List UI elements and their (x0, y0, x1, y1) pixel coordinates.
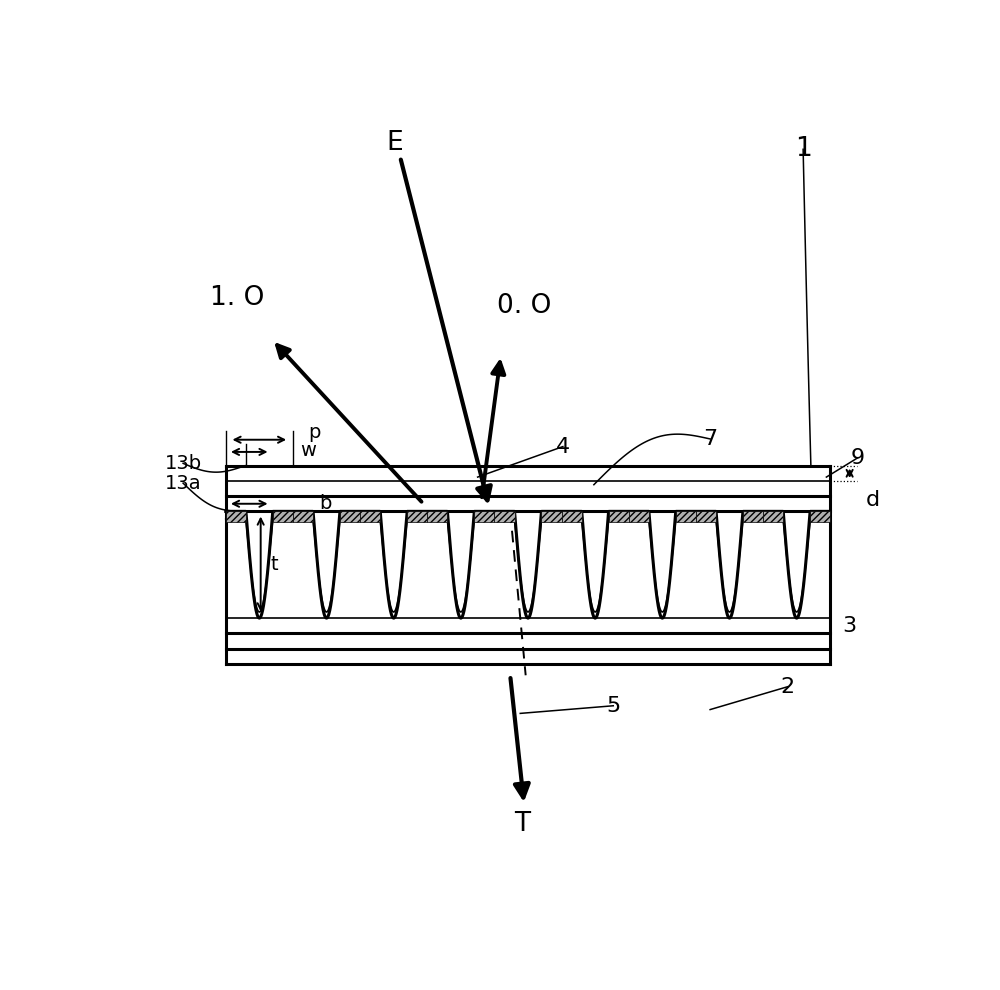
Polygon shape (360, 512, 380, 522)
Polygon shape (810, 512, 830, 522)
Text: p: p (309, 424, 321, 443)
Text: t: t (271, 555, 278, 574)
Text: 4: 4 (556, 437, 570, 456)
Polygon shape (629, 512, 649, 522)
Polygon shape (494, 512, 515, 522)
Text: b: b (319, 494, 331, 513)
Text: E: E (386, 131, 403, 156)
Text: 9: 9 (850, 448, 864, 468)
Text: d: d (866, 490, 880, 510)
Text: 3: 3 (843, 616, 857, 636)
Polygon shape (743, 512, 763, 522)
Polygon shape (474, 512, 494, 522)
Text: 13a: 13a (165, 473, 201, 493)
Polygon shape (407, 512, 427, 522)
Polygon shape (273, 512, 293, 522)
Text: 7: 7 (703, 429, 717, 449)
Text: 13b: 13b (165, 453, 202, 473)
Text: 2: 2 (781, 677, 795, 697)
Polygon shape (226, 512, 246, 522)
Polygon shape (696, 512, 716, 522)
Text: 0. O: 0. O (497, 293, 551, 319)
Text: T: T (514, 811, 530, 837)
Polygon shape (609, 512, 629, 522)
Polygon shape (340, 512, 360, 522)
Text: 1: 1 (795, 137, 812, 162)
Polygon shape (562, 512, 582, 522)
Text: w: w (301, 441, 317, 460)
Text: 1. O: 1. O (210, 285, 265, 311)
Polygon shape (541, 512, 562, 522)
Polygon shape (763, 512, 783, 522)
Text: 5: 5 (606, 696, 620, 716)
Polygon shape (293, 512, 313, 522)
Polygon shape (676, 512, 696, 522)
Polygon shape (427, 512, 447, 522)
